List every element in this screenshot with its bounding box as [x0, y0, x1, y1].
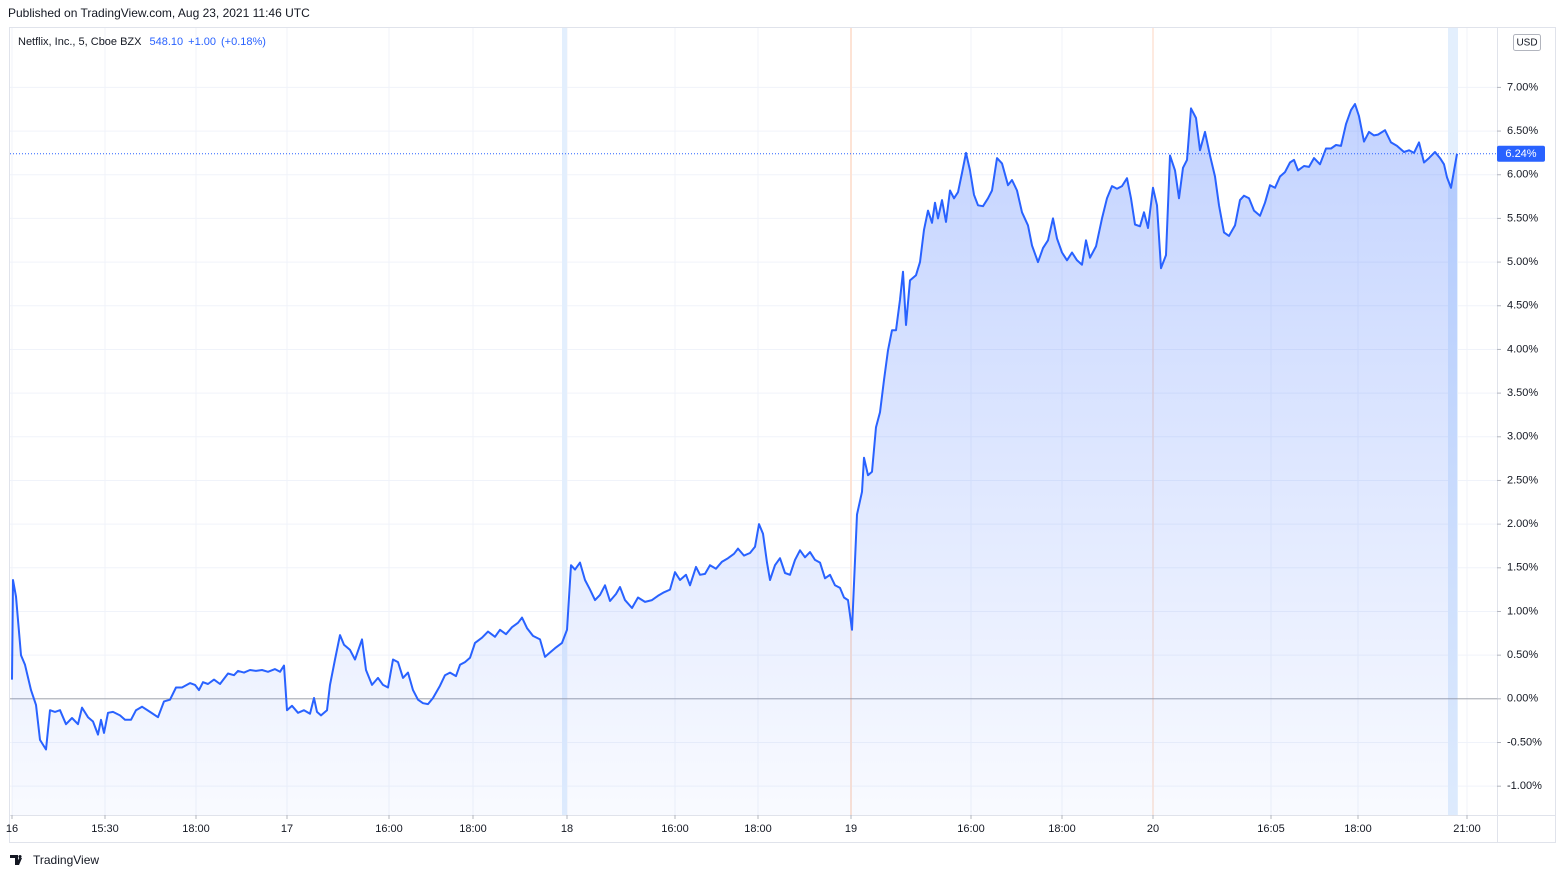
legend: Netflix, Inc., 5, Cboe BZX 548.10 +1.00 … [18, 36, 266, 48]
y-tick-label: 0.00% [1507, 693, 1538, 705]
line [11, 103, 1458, 751]
plot [10, 103, 1497, 815]
last-value-box [1497, 145, 1545, 162]
x-tick-label: 16:00 [375, 823, 403, 835]
x-tick-label: 16:05 [1257, 823, 1285, 835]
y-tick-label: 3.50% [1507, 387, 1538, 399]
x-tick-label: 17 [281, 823, 293, 835]
y-tick-label: 1.50% [1507, 562, 1538, 574]
y-tick-label: 4.50% [1507, 300, 1538, 312]
y-tick-label: -0.50% [1507, 736, 1542, 748]
x-tick-label: 15:30 [91, 823, 119, 835]
y-tick-label: 6.50% [1507, 125, 1538, 137]
currency[interactable]: USD [1516, 38, 1537, 49]
x-tick-label: 18:00 [459, 823, 487, 835]
y-tick-label: 2.00% [1507, 518, 1538, 530]
legend-change: +1.00 [188, 36, 216, 48]
y-tick-label: 5.50% [1507, 212, 1538, 224]
x-tick-label: 16:00 [957, 823, 985, 835]
x-tick-label: 18:00 [1344, 823, 1372, 835]
logo-mark [10, 855, 22, 865]
x-tick-label: 21:00 [1453, 823, 1481, 835]
x-tick-label: 18:00 [744, 823, 772, 835]
y-tick-label: 5.00% [1507, 256, 1538, 268]
y-tick-label: 3.00% [1507, 431, 1538, 443]
frame [9, 27, 1556, 843]
x-tick-label: 19 [845, 823, 857, 835]
x-tick-label: 20 [1147, 823, 1159, 835]
footer-brand: TradingView [33, 853, 99, 867]
currency-box[interactable] [1513, 34, 1541, 51]
legend-change-pct: (+0.18%) [221, 36, 266, 48]
y-tick-label: 7.00% [1507, 81, 1538, 93]
y-tick-label: 6.00% [1507, 169, 1538, 181]
area-fill [12, 104, 1457, 815]
legend-name: Netflix, Inc., 5, Cboe BZX [18, 36, 142, 48]
y-tick-label: -1.00% [1507, 780, 1542, 792]
y-tick-label: 2.50% [1507, 474, 1538, 486]
legend-price: 548.10 [150, 36, 184, 48]
logo: TradingView [10, 853, 99, 867]
x-tick-label: 16:00 [661, 823, 689, 835]
x-tick-label: 18:00 [1048, 823, 1076, 835]
y-tick-label: 0.50% [1507, 649, 1538, 661]
x-tick-label: 18 [561, 823, 573, 835]
x-tick-label: 16 [6, 823, 18, 835]
publish-note: Published on TradingView.com, Aug 23, 20… [8, 6, 310, 20]
last-value-label: 6.24% [1505, 148, 1536, 160]
x-tick-label: 18:00 [182, 823, 210, 835]
y-tick-label: 4.00% [1507, 343, 1538, 355]
y-tick-label: 1.00% [1507, 605, 1538, 617]
session-break [562, 28, 567, 815]
